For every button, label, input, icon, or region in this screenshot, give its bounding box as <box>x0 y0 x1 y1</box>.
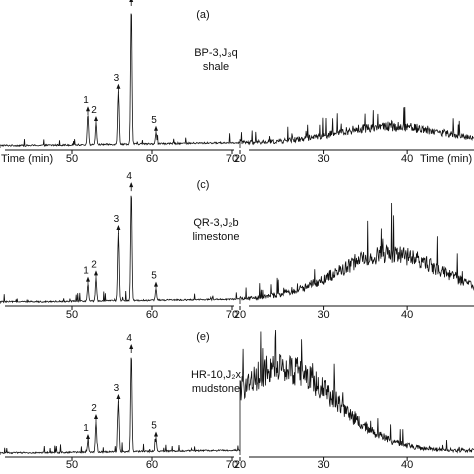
panel-label: (a) <box>196 9 209 21</box>
peak-arrow <box>94 270 98 276</box>
x-tick-label: 40 <box>401 459 413 471</box>
x-tick-label: 50 <box>66 309 78 321</box>
x-tick-label: 60 <box>146 459 158 471</box>
peak-label: 5 <box>151 421 157 432</box>
peak-label: 4 <box>126 171 132 182</box>
peak-label: 2 <box>91 259 97 270</box>
sample-label: mudstone <box>192 383 240 395</box>
chromatogram-trace <box>0 195 241 304</box>
chromatogram-trace <box>0 13 241 148</box>
chromatogram-trace <box>239 329 474 455</box>
panel-label: (e) <box>196 331 209 343</box>
peak-label: 1 <box>83 95 89 106</box>
sample-label: limestone <box>192 231 239 243</box>
peak-arrow <box>129 182 134 188</box>
panel-label: (c) <box>197 179 210 191</box>
peak-arrow <box>154 281 158 287</box>
peak-label: 5 <box>151 271 157 282</box>
peak-label: 1 <box>83 266 89 277</box>
x-tick-label: 70 <box>226 153 238 165</box>
chromatogram-trace <box>239 202 474 304</box>
peak-label: 4 <box>126 333 132 344</box>
x-tick-label: 70 <box>226 309 238 321</box>
x-axis-label: Time (min) <box>420 153 472 165</box>
peak-label: 1 <box>83 423 89 434</box>
peak-arrow <box>116 394 121 399</box>
peak-label: 2 <box>91 105 97 116</box>
x-tick-label: 30 <box>317 309 329 321</box>
peak-arrow <box>129 0 134 2</box>
x-tick-label: 70 <box>226 459 238 471</box>
x-tick-label: 40 <box>401 309 413 321</box>
peak-arrow <box>154 431 158 437</box>
chromatogram-trace <box>0 357 241 455</box>
sample-label: QR-3,J₂b <box>193 217 238 229</box>
x-tick-label: 40 <box>401 153 413 165</box>
sample-label: shale <box>203 61 229 73</box>
peak-arrow <box>94 414 98 419</box>
x-tick-label: 30 <box>317 153 329 165</box>
peak-arrow <box>86 434 90 439</box>
sample-label: BP-3,J₃q <box>194 47 238 59</box>
peak-label: 5 <box>151 115 157 126</box>
peak-arrow <box>154 125 158 131</box>
peak-label: 3 <box>114 73 120 84</box>
peak-arrow <box>94 116 98 121</box>
peak-arrow <box>129 344 134 349</box>
peak-arrow <box>116 224 121 230</box>
peak-arrow <box>116 83 121 89</box>
peak-label: 3 <box>114 214 120 225</box>
peak-arrow <box>86 106 90 112</box>
peak-arrow <box>86 276 90 282</box>
peak-label: 2 <box>91 403 97 414</box>
x-tick-label: 20 <box>234 309 246 321</box>
x-tick-label: 20 <box>234 459 246 471</box>
chromatogram-trace <box>239 106 474 148</box>
sample-label: HR-10,J₂x <box>191 369 242 381</box>
x-tick-label: 60 <box>146 309 158 321</box>
x-axis-label: Time (min) <box>1 153 53 165</box>
x-tick-label: 20 <box>234 153 246 165</box>
x-tick-label: 50 <box>66 153 78 165</box>
peak-label: 3 <box>114 383 120 394</box>
x-tick-label: 60 <box>146 153 158 165</box>
x-tick-label: 50 <box>66 459 78 471</box>
x-tick-label: 30 <box>317 459 329 471</box>
